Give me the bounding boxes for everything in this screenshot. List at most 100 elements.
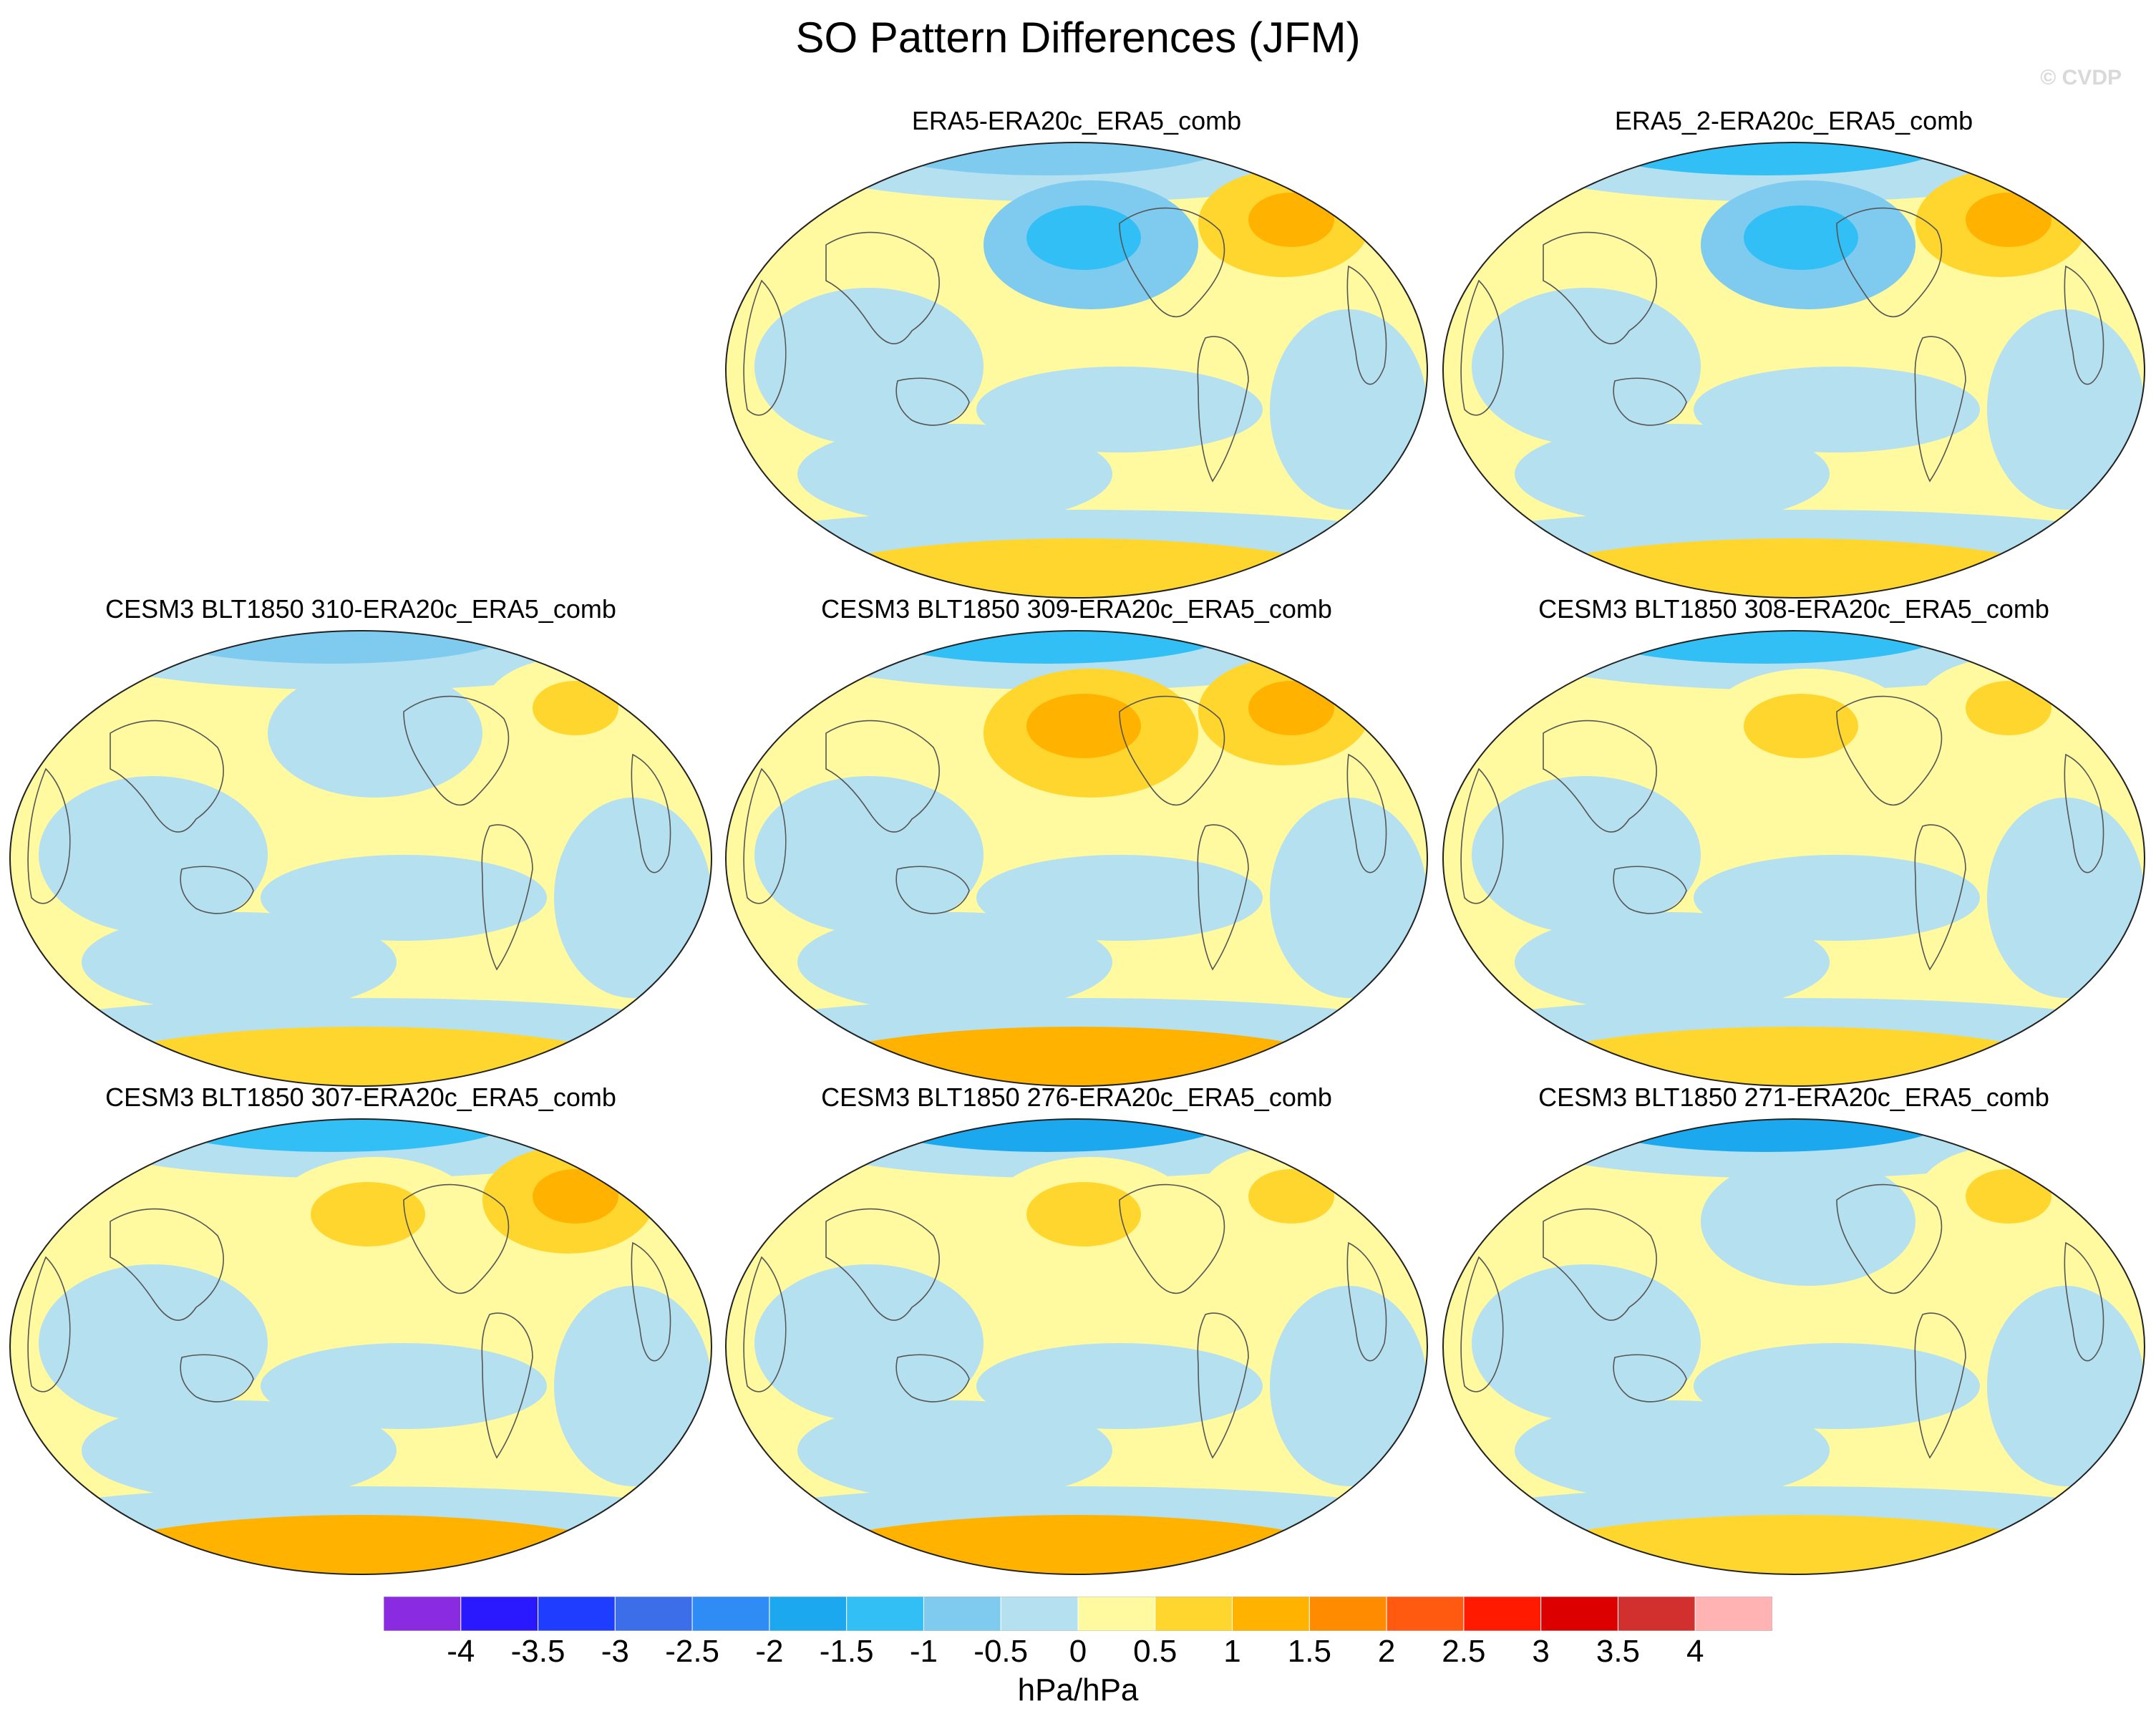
coastline — [1346, 1241, 1387, 1362]
anomaly-region — [1694, 367, 1980, 452]
coastline — [1346, 753, 1387, 873]
anomaly-region — [1694, 855, 1980, 941]
coastline — [1613, 866, 1687, 914]
colorbar-swatch — [1308, 1597, 1387, 1631]
colorbar-tick-label: -2 — [755, 1634, 784, 1669]
anomaly-region — [1026, 1182, 1141, 1246]
coastline — [1460, 279, 1504, 416]
anomaly-region — [797, 424, 1112, 524]
map-canvas — [1442, 1118, 2145, 1575]
anomaly-region — [554, 798, 712, 998]
anomaly-region — [1744, 694, 1858, 758]
coastline — [2064, 1241, 2104, 1362]
coastline — [743, 279, 787, 416]
map-canvas — [9, 630, 712, 1087]
panel-title: CESM3 BLT1850 271-ERA20c_ERA5_comb — [1538, 1083, 2049, 1112]
coastline — [631, 753, 671, 873]
anomaly-region — [1966, 193, 2051, 247]
colorbar-swatch — [1077, 1597, 1156, 1631]
colorbar-swatch — [846, 1597, 924, 1631]
anomaly-region — [1472, 776, 1701, 934]
anomaly-region — [1515, 424, 1830, 524]
coastline — [2064, 265, 2104, 385]
anomaly-region — [311, 1182, 425, 1246]
map-canvas — [1442, 142, 2145, 599]
watermark: © CVDP — [2040, 66, 2122, 89]
map-frame — [1442, 630, 2145, 1087]
anomaly-region — [862, 631, 1234, 664]
coastline — [825, 720, 940, 833]
coastline — [481, 1312, 533, 1459]
panel-title: CESM3 BLT1850 307-ERA20c_ERA5_comb — [105, 1083, 616, 1112]
coastline — [110, 720, 224, 833]
colorbar-swatch — [614, 1597, 693, 1631]
colorbar — [384, 1597, 1772, 1631]
coastline — [743, 1256, 787, 1393]
colorbar-tick-label: -1.5 — [819, 1634, 874, 1669]
anomaly-region — [976, 1343, 1263, 1429]
coastline — [1460, 1256, 1504, 1393]
colorbar-tick-label: -1 — [909, 1634, 938, 1669]
coastline — [1119, 207, 1225, 318]
map-canvas — [725, 630, 1428, 1087]
coastline — [27, 767, 71, 904]
anomaly-region — [754, 1264, 984, 1422]
map-canvas — [725, 1118, 1428, 1575]
map-frame — [9, 1118, 712, 1575]
map-panel: CESM3 BLT1850 271-ERA20c_ERA5_comb — [1436, 1083, 2152, 1584]
anomaly-region — [1744, 1182, 1858, 1246]
coastline — [743, 767, 787, 904]
colorbar-swatch — [923, 1597, 1001, 1631]
anomaly-region — [1987, 1286, 2145, 1486]
colorbar-tick-label: -3 — [601, 1634, 629, 1669]
anomaly-region — [1270, 309, 1427, 510]
colorbar-tick-label: -2.5 — [665, 1634, 720, 1669]
map-frame — [725, 630, 1428, 1087]
coastline — [27, 1256, 71, 1393]
map-panel: CESM3 BLT1850 309-ERA20c_ERA5_comb — [719, 594, 1434, 1095]
anomaly-region — [261, 1343, 547, 1429]
map-frame — [1442, 1118, 2145, 1575]
colorbar-tick-label: 1.5 — [1287, 1634, 1331, 1669]
panel-title: ERA5-ERA20c_ERA5_comb — [911, 106, 1242, 135]
anomaly-region — [82, 912, 397, 1012]
anomaly-region — [82, 1400, 397, 1501]
anomaly-region — [533, 681, 618, 735]
coastline — [895, 1354, 970, 1403]
map-panel: CESM3 BLT1850 307-ERA20c_ERA5_comb — [3, 1083, 719, 1584]
coastline — [1543, 231, 1657, 344]
colorbar-swatch — [460, 1597, 539, 1631]
coastline — [895, 866, 970, 914]
colorbar-tick-label: -3.5 — [510, 1634, 565, 1669]
anomaly-region — [1579, 1119, 1951, 1152]
panel-title: CESM3 BLT1850 309-ERA20c_ERA5_comb — [821, 594, 1332, 624]
panel-title: CESM3 BLT1850 308-ERA20c_ERA5_comb — [1538, 594, 2049, 624]
colorbar-units: hPa/hPa — [1017, 1672, 1139, 1708]
map-frame — [9, 630, 712, 1087]
colorbar-swatch — [1155, 1597, 1233, 1631]
colorbar-tick-label: 0.5 — [1133, 1634, 1177, 1669]
colorbar-tick-label: 3.5 — [1596, 1634, 1641, 1669]
colorbar-tick-label: 0 — [1069, 1634, 1087, 1669]
panel-title: ERA5_2-ERA20c_ERA5_comb — [1614, 106, 1973, 135]
coastline — [180, 866, 254, 914]
anomaly-region — [146, 1119, 518, 1152]
anomaly-region — [146, 631, 518, 664]
anomaly-region — [797, 912, 1112, 1012]
anomaly-region — [1026, 694, 1141, 758]
colorbar-swatch — [769, 1597, 848, 1631]
anomaly-region — [533, 1169, 618, 1224]
colorbar-swatch — [1617, 1597, 1696, 1631]
anomaly-region — [1026, 205, 1141, 270]
anomaly-region — [261, 855, 547, 941]
coastline — [110, 1208, 224, 1321]
colorbar-swatch — [538, 1597, 616, 1631]
coastline — [1613, 1354, 1687, 1403]
coastline — [1613, 377, 1687, 426]
coastline — [1836, 1183, 1943, 1294]
anomaly-region — [1270, 798, 1427, 998]
anomaly-region — [1744, 205, 1858, 270]
colorbar-swatch — [1232, 1597, 1310, 1631]
coastline — [1914, 1312, 1966, 1459]
colorbar-swatch — [1000, 1597, 1079, 1631]
